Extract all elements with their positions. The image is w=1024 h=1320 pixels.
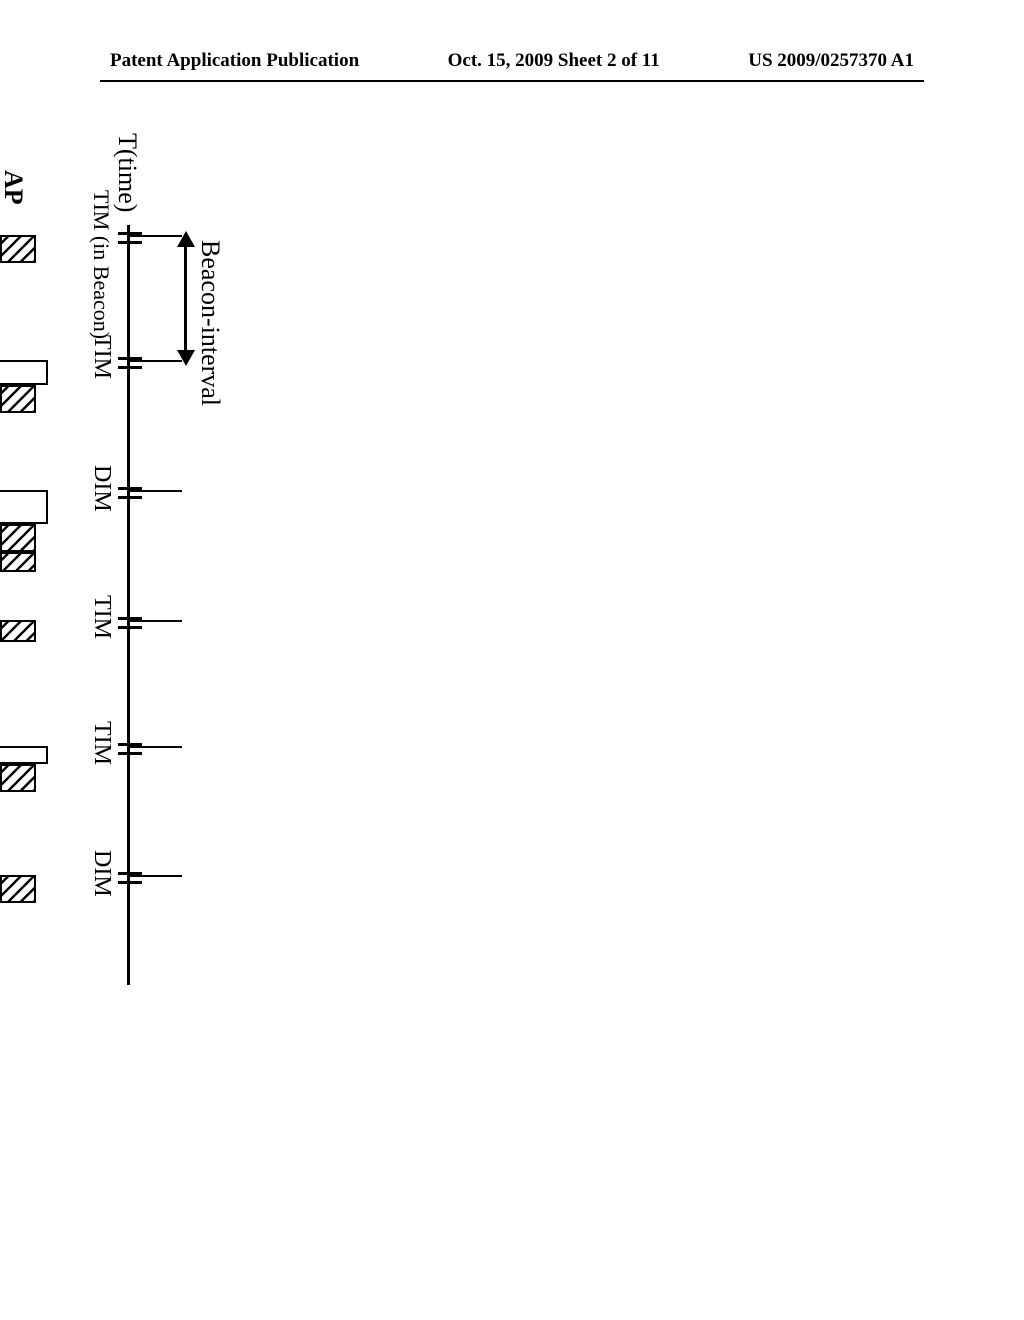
ap-beacon — [0, 764, 36, 792]
ap-beacon — [0, 524, 36, 552]
beacon-vline — [130, 620, 182, 622]
t-tick — [118, 881, 142, 884]
ap-beacon — [0, 620, 36, 642]
beacon-type-label: TIM — [88, 721, 115, 765]
header-right: US 2009/0257370 A1 — [748, 50, 914, 72]
beacon-type-label: DIM — [88, 850, 115, 897]
header-center: Oct. 15, 2009 Sheet 2 of 11 — [448, 50, 660, 72]
busy-medium-box — [0, 360, 48, 385]
busy-medium-box — [0, 490, 48, 524]
figure-region: T(time) Beacon-interval TIMDIMTIMTIMDIM … — [0, 145, 260, 835]
ap-beacon — [0, 385, 36, 413]
t-tick — [118, 366, 142, 369]
ap-label: AP — [0, 170, 28, 205]
beacon-type-label: TIM — [88, 595, 115, 639]
t-tick — [118, 241, 142, 244]
beacon-vline — [130, 746, 182, 748]
header-rule — [100, 80, 924, 82]
beacon-vline — [130, 490, 182, 492]
header-left: Patent Application Publication — [110, 50, 359, 72]
beacon-vline — [130, 235, 182, 237]
figure-inner: T(time) Beacon-interval TIMDIMTIMTIMDIM … — [0, 145, 260, 995]
t-tick — [118, 626, 142, 629]
tim-in-beacon-label: TIM (in Beacon) — [88, 190, 114, 339]
busy-medium-box — [0, 746, 48, 764]
beacon-type-label: DIM — [88, 465, 115, 512]
beacon-vline — [130, 360, 182, 362]
page-header: Patent Application Publication Oct. 15, … — [0, 50, 1024, 72]
beacon-vline — [130, 875, 182, 877]
beacon-interval-label: Beacon-interval — [195, 240, 225, 406]
beacon-type-label: TIM — [88, 335, 115, 379]
ap-beacon — [0, 875, 36, 903]
t-time-label: T(time) — [112, 133, 142, 212]
t-tick — [118, 496, 142, 499]
beacon-interval-arrow-line — [185, 242, 188, 355]
t-axis — [127, 225, 130, 985]
beacon-interval-arrow-left — [177, 231, 195, 247]
ap-buffered-frame — [0, 552, 36, 572]
beacon-interval-arrow-right — [177, 350, 195, 366]
t-tick — [118, 752, 142, 755]
ap-beacon — [0, 235, 36, 263]
